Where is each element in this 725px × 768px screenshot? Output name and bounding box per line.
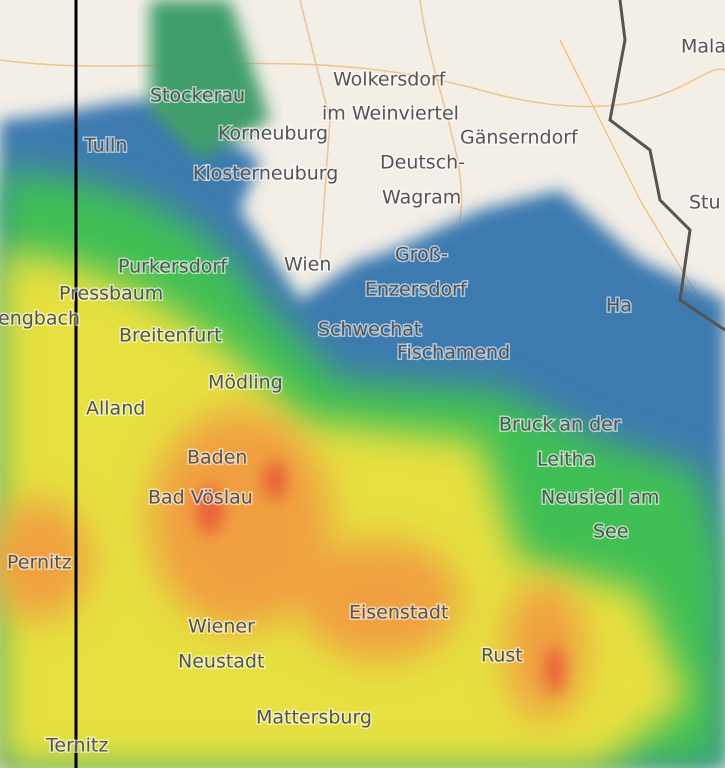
place-label: Enzersdorf [365, 279, 468, 301]
place-label: Pernitz [7, 552, 72, 574]
place-label: Bad Vöslau [148, 487, 253, 509]
place-label: Schwechat [318, 319, 421, 341]
place-label: im Weinviertel [322, 103, 459, 125]
place-label: Klosterneuburg [193, 163, 338, 185]
place-label: Deutsch- [380, 152, 465, 174]
place-label: Stockerau [150, 85, 245, 107]
place-label: Leitha [537, 449, 595, 471]
place-label: Bruck an der [499, 414, 621, 436]
place-label: See [593, 521, 628, 543]
place-label: Mödling [208, 372, 283, 394]
place-label: Breitenfurt [119, 325, 222, 347]
rain-intense [0, 410, 585, 720]
place-label: Wiener [188, 616, 255, 638]
place-label: Korneuburg [218, 123, 328, 145]
place-label: Groß- [395, 244, 448, 266]
place-label: Neustadt [178, 651, 264, 673]
place-label: Ha [606, 295, 632, 317]
place-label: Wien [284, 254, 331, 276]
place-label: Eisenstadt [349, 602, 448, 624]
place-label: Mala [681, 36, 725, 58]
place-label: Mattersburg [256, 707, 372, 729]
labels: Mala Wolkersdorf im Weinviertel Stockera… [0, 34, 725, 758]
place-label: Neusiedl am [541, 487, 659, 509]
roads [0, 0, 725, 301]
place-label: Baden [187, 447, 247, 469]
rain-light [150, 0, 270, 160]
place-label: engbach [0, 308, 80, 330]
place-label: Gänserndorf [460, 127, 579, 149]
place-label: Pressbaum [59, 283, 163, 305]
place-label: Ternitz [45, 735, 108, 757]
place-label: Tulln [83, 135, 127, 157]
place-label: Purkersdorf [118, 256, 228, 278]
place-label: Fischamend [397, 342, 510, 364]
rain-peak [196, 460, 565, 694]
place-label: Stu [689, 192, 721, 214]
border [608, 0, 725, 332]
place-label: Wagram [382, 187, 461, 209]
place-label: Wolkersdorf [333, 69, 447, 91]
place-label: Alland [86, 398, 145, 420]
place-label: Rust [481, 645, 523, 667]
